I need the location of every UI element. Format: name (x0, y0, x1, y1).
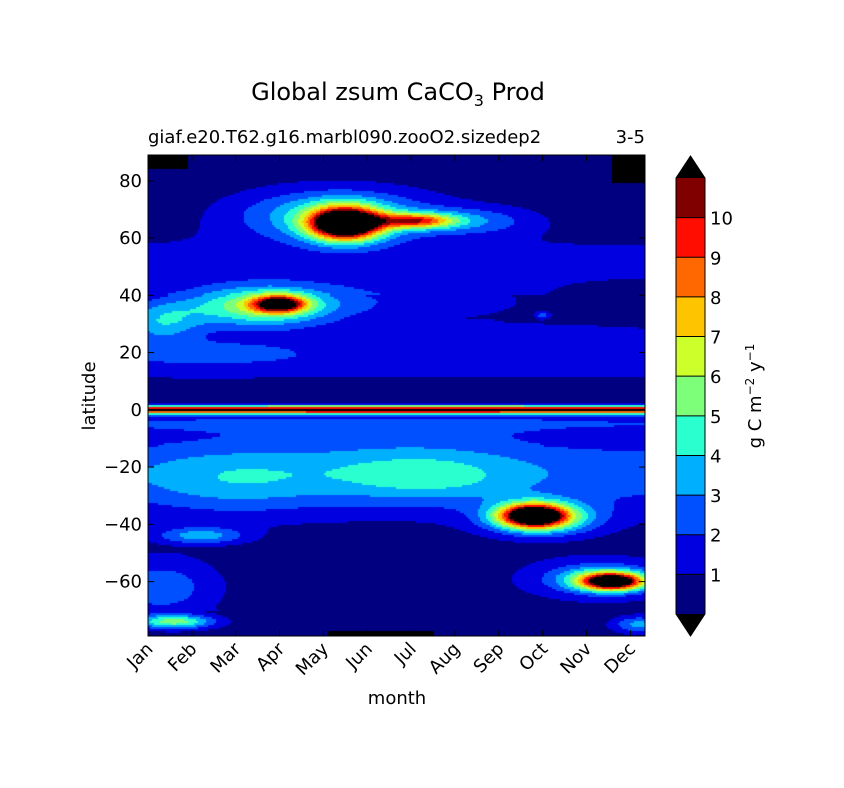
colorbar-segment (676, 495, 705, 535)
y-tick-label: −40 (104, 514, 142, 535)
plot-frame (147, 154, 646, 637)
y-tick-label: 40 (119, 285, 142, 306)
x-tick-label: Jan (122, 639, 157, 674)
x-tick-label: May (292, 638, 333, 679)
y-axis-label: latitude (79, 361, 100, 430)
y-tick-label: −20 (104, 457, 142, 478)
colorbar-tick-label: 8 (710, 288, 721, 309)
colorbar-tick-label: 1 (710, 565, 721, 586)
colorbar-segment (676, 257, 705, 297)
x-tick-label: Aug (425, 639, 465, 679)
colorbar-tick-label: 9 (710, 248, 721, 269)
y-axis: 80 60 40 20 0 −20 −40 −60 (104, 171, 645, 593)
y-tick-label: −60 (104, 572, 142, 593)
colorbar-tick-label: 4 (710, 446, 721, 467)
colorbar-segment (676, 217, 705, 258)
colorbar-under-arrow (676, 614, 705, 636)
x-tick-label: Feb (164, 639, 201, 676)
x-tick-label: Mar (206, 638, 245, 677)
heatmap-field (148, 155, 645, 636)
colorbar-segment (676, 574, 705, 614)
y-tick-label: 80 (119, 171, 142, 192)
x-tick-label: Nov (556, 638, 596, 678)
colorbar-tick-label: 10 (710, 209, 733, 230)
x-axis-label: month (368, 688, 426, 709)
colorbar-tick-label: 5 (710, 407, 721, 428)
colorbar-tick-label: 2 (710, 526, 721, 547)
x-tick-label: Sep (470, 639, 509, 678)
y-tick-label: 0 (131, 400, 142, 421)
colorbar-segment (676, 415, 705, 456)
chart-subtitle-right: 3-5 (616, 127, 645, 148)
colorbar-segment (676, 296, 705, 337)
y-tick-label: 20 (119, 343, 142, 364)
x-tick-label: Jun (341, 639, 376, 674)
colorbar-segment (676, 376, 705, 416)
colorbar-tick-label: 3 (710, 486, 721, 507)
x-tick-label: Dec (600, 639, 639, 678)
plot-area (148, 155, 645, 636)
colorbar: 1 2 3 4 5 6 7 8 9 10 (675, 155, 733, 637)
y-tick-label: 60 (119, 228, 142, 249)
colorbar-segment (676, 336, 705, 377)
x-tick-label: Oct (515, 639, 552, 676)
colorbar-label: g C m−2 y−1 (743, 344, 766, 449)
colorbar-segment (676, 455, 705, 496)
colorbar-over-arrow (676, 156, 705, 178)
chart-subtitle-left: giaf.e20.T62.g16.marbl090.zooO2.sizedep2 (148, 127, 541, 148)
colorbar-frame (675, 155, 706, 637)
x-tick-label: Jul (390, 639, 421, 670)
chart-title: Global zsum CaCO3 Prod (251, 78, 545, 110)
x-tick-label: Apr (252, 638, 289, 675)
colorbar-tick-label: 7 (710, 328, 721, 349)
colorbar-segment (676, 534, 705, 575)
colorbar-segment (676, 178, 705, 218)
colorbar-tick-label: 6 (710, 367, 721, 388)
